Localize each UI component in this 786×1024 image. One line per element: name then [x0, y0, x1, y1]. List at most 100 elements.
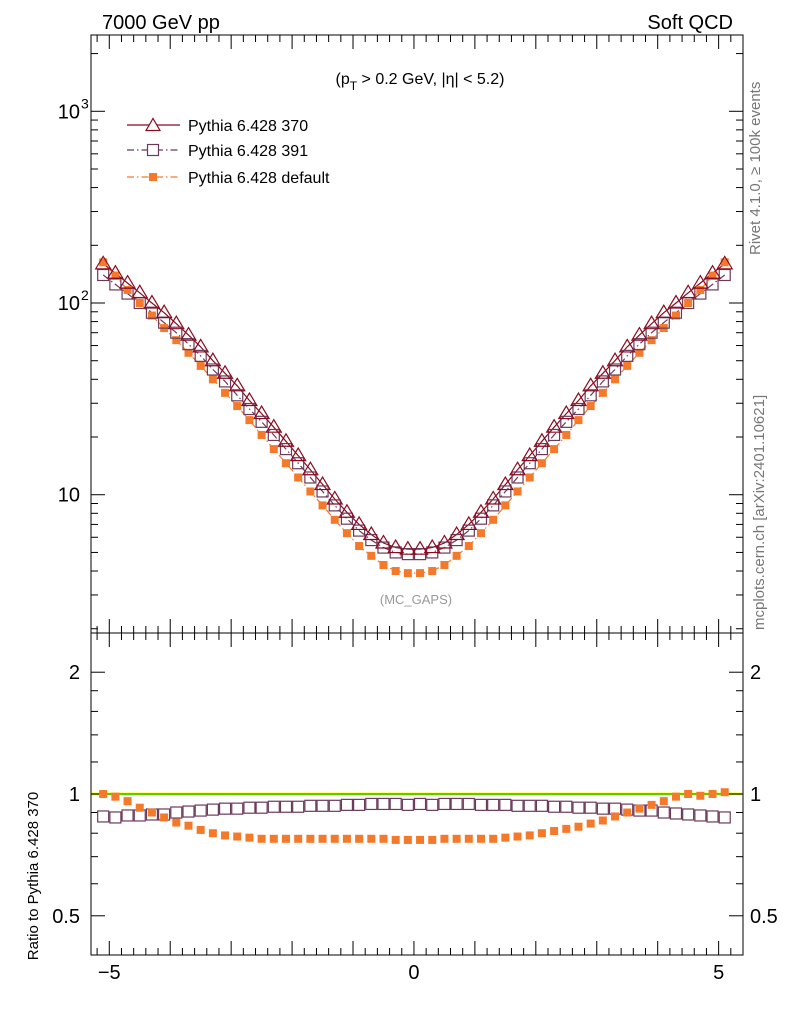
ratio-marks — [97, 788, 731, 844]
data-point — [94, 255, 112, 270]
data-point — [594, 364, 612, 379]
data-point — [569, 391, 588, 407]
data-point — [267, 428, 280, 442]
ratio-point — [586, 819, 595, 828]
ratio-point — [123, 797, 132, 806]
data-point — [294, 473, 303, 482]
ratio-point — [267, 800, 280, 813]
ratio-y-tick-label-right: 0.5 — [750, 906, 778, 928]
ratio-point — [548, 800, 561, 813]
ratio-point — [111, 792, 120, 801]
data-point — [387, 538, 405, 554]
ratio-point — [499, 798, 512, 811]
data-point — [240, 391, 258, 407]
legend-marker-370 — [144, 117, 162, 132]
main-ticks — [91, 35, 744, 633]
data-point — [533, 432, 551, 447]
ratio-points-pythia-6-428-default — [99, 788, 729, 844]
ratio-y-tick-label-right: 2 — [750, 662, 761, 684]
data-point — [669, 306, 683, 319]
data-point — [167, 315, 185, 330]
data-point — [557, 404, 575, 420]
ratio-point — [196, 825, 205, 834]
data-point — [671, 311, 680, 320]
ratio-point — [281, 834, 290, 843]
data-point — [706, 278, 719, 291]
ratio-point — [428, 835, 437, 844]
data-point — [562, 430, 571, 439]
ratio-point — [647, 800, 656, 809]
ratio-point — [487, 798, 500, 811]
ratio-point — [440, 834, 449, 843]
ratio-point — [452, 834, 461, 843]
data-point — [204, 352, 222, 367]
data-point — [265, 418, 283, 433]
ratio-point — [231, 802, 244, 815]
data-point — [548, 428, 561, 442]
data-point — [501, 501, 510, 510]
data-point — [535, 442, 549, 456]
ratio-point — [718, 811, 731, 824]
data-point — [391, 567, 400, 576]
ratio-y-axis-label: Ratio to Pythia 6.428 370 — [25, 792, 42, 960]
data-point — [233, 402, 242, 411]
data-point — [635, 348, 644, 357]
data-point — [655, 304, 673, 319]
ratio-point — [684, 790, 693, 798]
data-point — [155, 304, 173, 319]
data-point — [179, 326, 198, 341]
data-point — [289, 446, 307, 462]
watermark-label: (MC_GAPS) — [380, 592, 452, 607]
data-point — [221, 388, 230, 397]
ratio-point — [294, 834, 303, 843]
ratio-point — [403, 835, 412, 844]
data-point — [684, 299, 693, 308]
ratio-point — [194, 804, 207, 817]
data-point — [131, 284, 149, 299]
ratio-point — [696, 791, 705, 800]
legend-marker-default — [149, 173, 157, 181]
data-point — [489, 515, 498, 524]
ratio-point — [450, 797, 463, 811]
data-point — [523, 457, 536, 470]
data-point — [448, 525, 466, 541]
ratio-point — [611, 812, 620, 821]
data-point — [145, 306, 159, 319]
data-point — [342, 529, 351, 538]
data-point — [572, 402, 585, 416]
data-point — [403, 569, 412, 578]
ratio-point — [476, 834, 485, 843]
data-point — [428, 567, 437, 576]
ratio-point — [255, 801, 268, 814]
ratio-point — [109, 811, 122, 824]
data-point — [111, 271, 120, 280]
ratio-point — [353, 798, 366, 811]
ratio-point — [401, 798, 414, 811]
data-point — [667, 294, 685, 309]
ratio-point — [706, 810, 719, 823]
data-point — [484, 490, 502, 505]
data-point — [379, 560, 388, 569]
ratio-point — [121, 809, 134, 822]
data-point — [172, 336, 181, 345]
ratio-point — [243, 801, 256, 814]
y-tick-label-10: 10 — [58, 485, 80, 507]
data-point — [306, 487, 315, 496]
ratio-point — [464, 834, 473, 843]
data-point — [340, 512, 354, 525]
data-point — [362, 525, 380, 541]
data-point — [537, 459, 546, 468]
data-point — [218, 375, 232, 388]
ratio-point — [206, 803, 219, 816]
data-point — [350, 515, 368, 531]
data-point — [508, 461, 527, 476]
data-point — [586, 402, 595, 411]
ratio-point — [574, 822, 583, 831]
ratio-point — [511, 799, 524, 812]
ratio-point — [596, 802, 609, 815]
data-point — [582, 377, 600, 392]
data-point — [618, 338, 636, 353]
ratio-point — [245, 833, 254, 842]
data-point — [318, 501, 327, 510]
ratio-point — [328, 799, 341, 812]
